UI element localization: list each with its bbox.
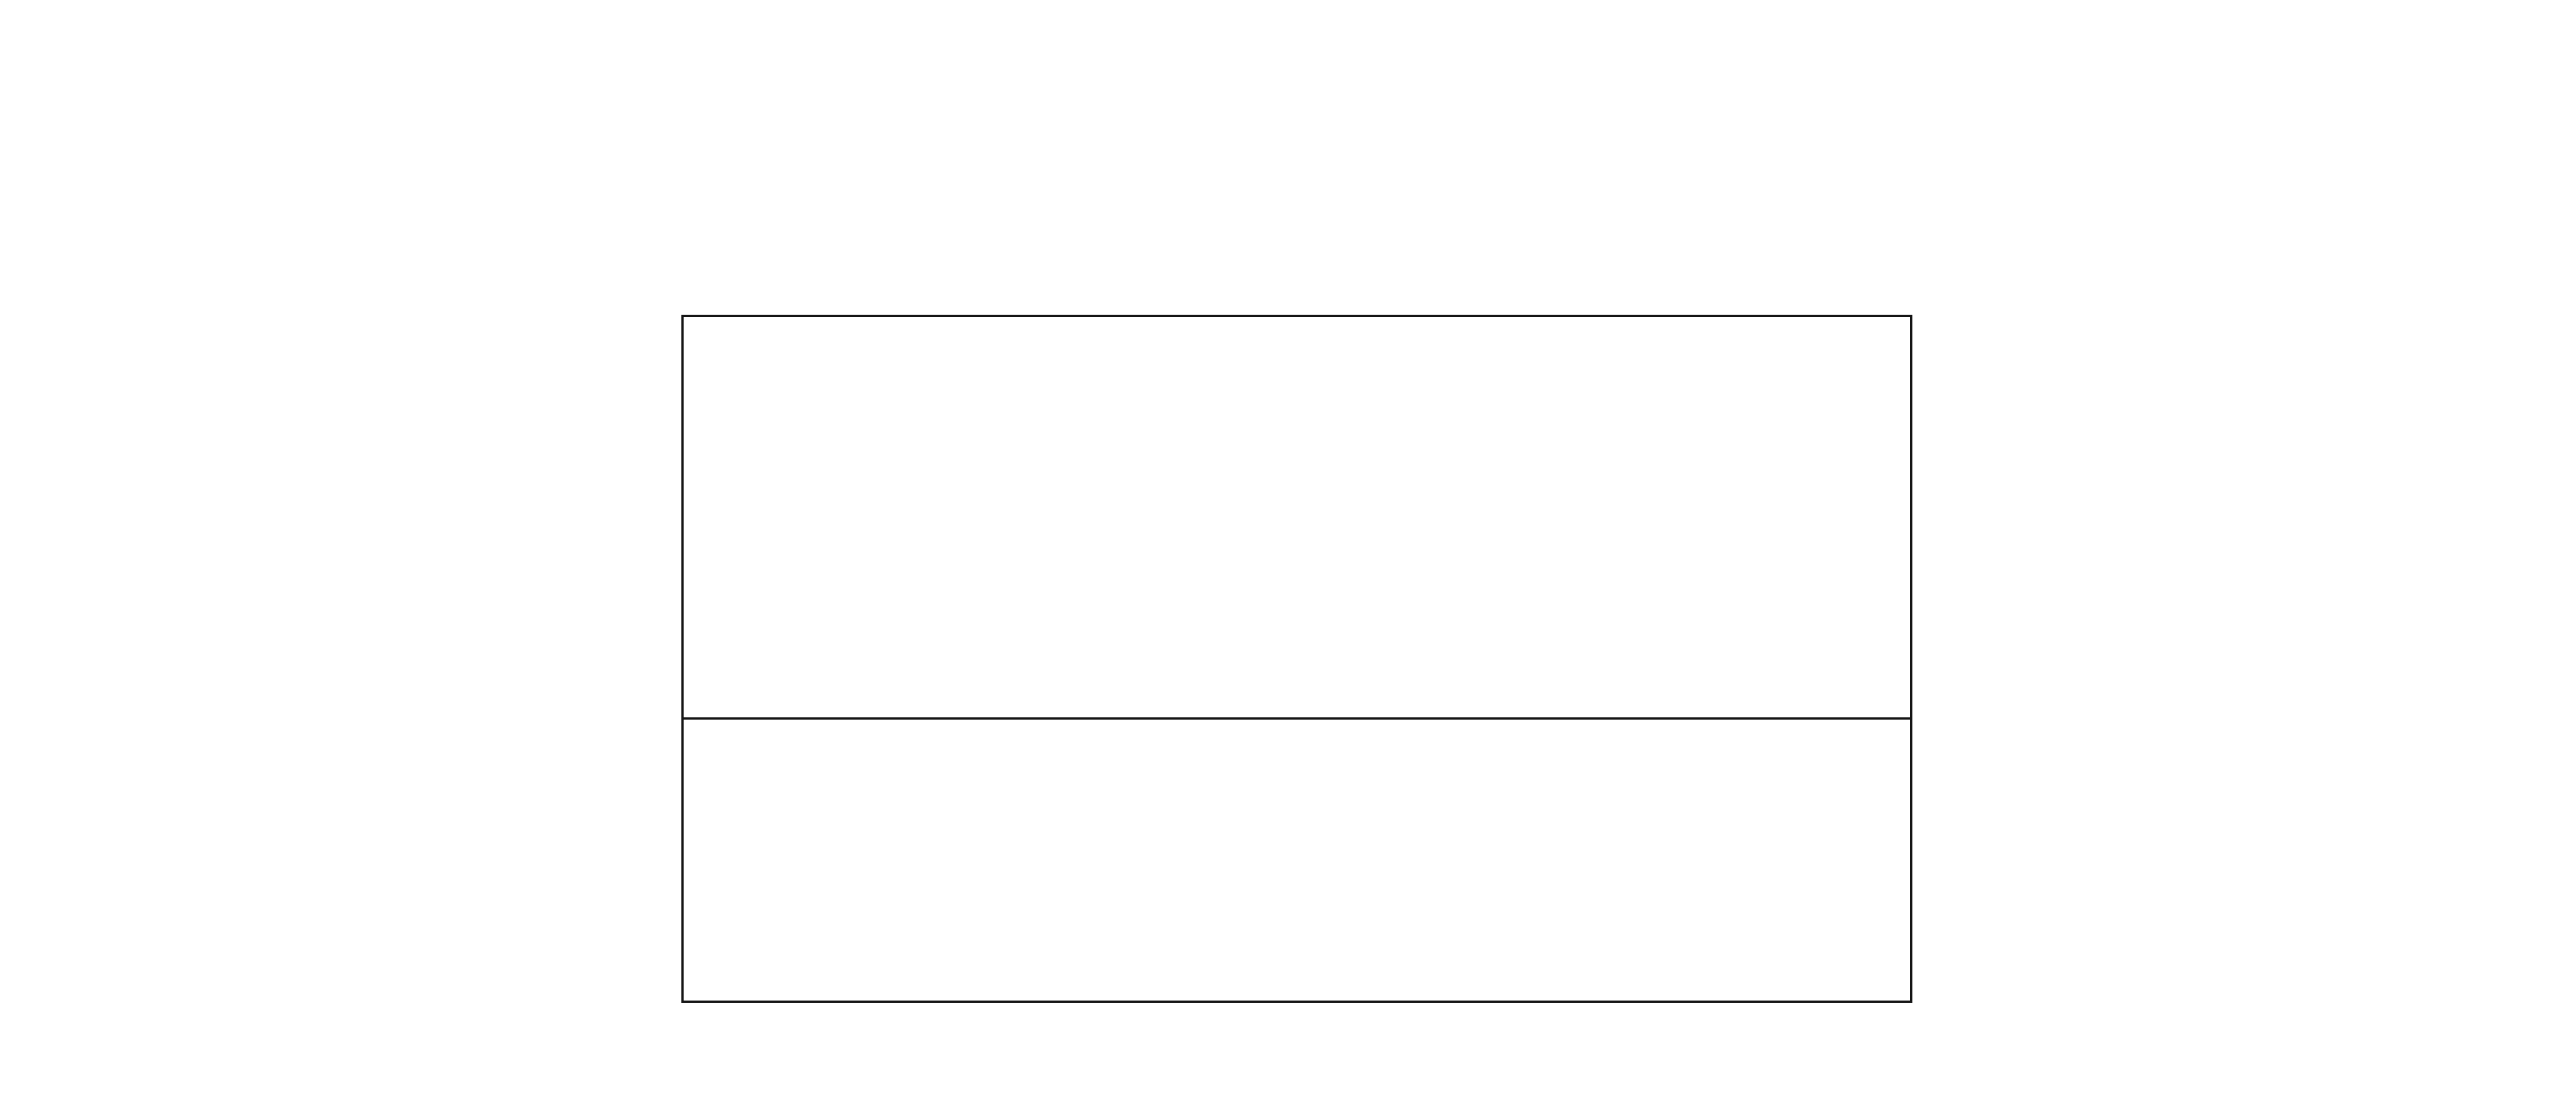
panel-separator — [684, 717, 1910, 720]
plot-frame — [681, 315, 1912, 1003]
ion-radius-heatmap — [684, 720, 1910, 1001]
